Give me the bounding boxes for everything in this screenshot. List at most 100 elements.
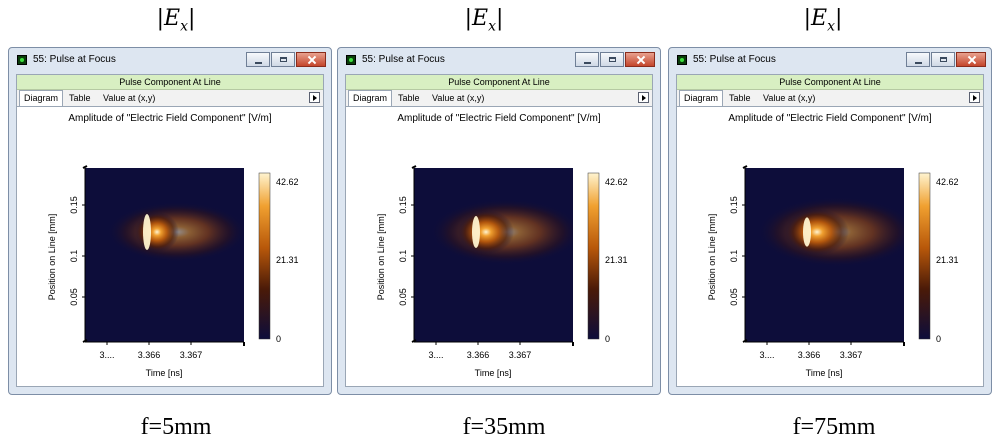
close-button[interactable]: [956, 52, 986, 67]
x-tick-label: 3.366: [467, 350, 490, 360]
window-titlebar[interactable]: 55: Pulse at Focus: [669, 48, 991, 72]
minimize-button[interactable]: [906, 52, 930, 67]
caption-1: f=5mm: [140, 414, 212, 440]
x-axis-label: Time [ns]: [806, 368, 843, 378]
colorbar-tick-label: 0: [276, 334, 281, 344]
y-tick-label: 0.15: [398, 196, 408, 214]
colorbar-tick-label: 42.62: [605, 177, 628, 187]
plot-title: Amplitude of "Electric Field Component" …: [397, 113, 601, 124]
minimize-button[interactable]: [246, 52, 270, 67]
y-tick-label: 0.05: [398, 288, 408, 306]
field-subscript: x: [180, 18, 188, 35]
tab-scroll-right-icon[interactable]: [969, 92, 980, 103]
window-titlebar[interactable]: 55: Pulse at Focus: [338, 48, 660, 72]
subheading: Pulse Component At Line: [677, 75, 983, 90]
y-tick-label: 0.1: [398, 250, 408, 263]
app-window: 55: Pulse at Focus Pulse Component At Lin…: [8, 47, 332, 395]
y-axis-label: Position on Line [mm]: [47, 214, 57, 301]
column-title-2: |Ex|: [394, 6, 574, 34]
tab-value-at-xy[interactable]: Value at (x,y): [432, 93, 485, 103]
colorbar-tick-label: 21.31: [605, 255, 628, 265]
y-tick-label: 0.15: [69, 196, 79, 214]
window-controls: [906, 52, 986, 68]
colorbar-tick-label: 42.62: [936, 177, 959, 187]
colorbar: [918, 172, 931, 340]
x-axis-label: Time [ns]: [146, 368, 183, 378]
x-tick-label: 3.367: [840, 350, 863, 360]
tab-scroll-right-icon[interactable]: [309, 92, 320, 103]
pulse-front: [803, 217, 811, 247]
y-axis-top-marker: [411, 165, 417, 169]
tab-table[interactable]: Table: [398, 93, 420, 103]
colorbar-tick-label: 0: [936, 334, 941, 344]
abs-bar-left: |: [803, 6, 812, 31]
y-axis-label: Position on Line [mm]: [376, 214, 386, 301]
y-axis-bottom-marker: [742, 339, 748, 343]
tab-value-at-xy[interactable]: Value at (x,y): [763, 93, 816, 103]
y-axis-bottom-marker: [411, 339, 417, 343]
colorbar-tick-label: 21.31: [936, 255, 959, 265]
colorbar-tick-label: 21.31: [276, 255, 299, 265]
x-tick-label: 3....: [759, 350, 774, 360]
tab-diagram[interactable]: Diagram: [348, 90, 393, 106]
subheading: Pulse Component At Line: [17, 75, 323, 90]
abs-bar-right: |: [187, 6, 196, 31]
y-tick-label: 0.15: [729, 196, 739, 214]
y-axis-top-marker: [742, 165, 748, 169]
window-client-area: Pulse Component At Line Diagram Table Value…: [16, 74, 324, 387]
colorbar: [258, 172, 271, 340]
app-icon: [346, 55, 356, 65]
maximize-button[interactable]: [271, 52, 295, 67]
window-controls: [575, 52, 655, 68]
y-tick-label: 0.1: [69, 250, 79, 263]
field-amplitude-plot: 0.15 0.1 0.05 Position on Line [mm] 3.... 3.3…: [707, 165, 959, 378]
tab-table[interactable]: Table: [729, 93, 751, 103]
maximize-button[interactable]: [931, 52, 955, 67]
abs-bar-left: |: [156, 6, 165, 31]
colorbar-tick-label: 0: [605, 334, 610, 344]
close-button[interactable]: [296, 52, 326, 67]
plot-title: Amplitude of "Electric Field Component" …: [728, 113, 932, 124]
maximize-button[interactable]: [600, 52, 624, 67]
column-title-1: |Ex|: [86, 6, 266, 34]
app-window: 55: Pulse at Focus Pulse Component At Lin…: [337, 47, 661, 395]
caption-2: f=35mm: [462, 414, 546, 440]
x-tick-label: 3....: [99, 350, 114, 360]
y-tick-label: 0.1: [729, 250, 739, 263]
colorbar-tick-label: 42.62: [276, 177, 299, 187]
field-amplitude-plot: 0.15 0.1 0.05 Position on Line [mm] 3.... 3.3…: [47, 165, 299, 378]
close-button[interactable]: [625, 52, 655, 67]
pulse-body: [135, 212, 179, 252]
tab-bar: Diagram Table Value at (x,y): [346, 90, 652, 107]
tab-diagram[interactable]: Diagram: [679, 90, 724, 106]
tab-table[interactable]: Table: [69, 93, 91, 103]
x-tick-label: 3....: [428, 350, 443, 360]
tab-bar: Diagram Table Value at (x,y): [17, 90, 323, 107]
tab-value-at-xy[interactable]: Value at (x,y): [103, 93, 156, 103]
tab-bar: Diagram Table Value at (x,y): [677, 90, 983, 107]
plot-title: Amplitude of "Electric Field Component" …: [68, 113, 272, 124]
caption-3: f=75mm: [792, 414, 876, 440]
field-symbol: E: [811, 6, 828, 31]
window-title: 55: Pulse at Focus: [693, 54, 776, 65]
y-axis-label: Position on Line [mm]: [707, 214, 717, 301]
window-titlebar[interactable]: 55: Pulse at Focus: [9, 48, 331, 72]
field-symbol: E: [164, 6, 181, 31]
x-tick-label: 3.366: [798, 350, 821, 360]
pulse-body: [458, 210, 514, 254]
tab-scroll-right-icon[interactable]: [638, 92, 649, 103]
column-title-3: |Ex|: [733, 6, 913, 34]
field-subscript: x: [827, 18, 835, 35]
pulse-front: [143, 214, 151, 250]
minimize-button[interactable]: [575, 52, 599, 67]
pulse-front: [472, 216, 480, 248]
tab-diagram[interactable]: Diagram: [19, 90, 64, 106]
app-icon: [17, 55, 27, 65]
abs-bar-right: |: [834, 6, 843, 31]
x-tick-label: 3.367: [180, 350, 203, 360]
subheading: Pulse Component At Line: [346, 75, 652, 90]
y-tick-label: 0.05: [69, 288, 79, 306]
x-tick-label: 3.366: [138, 350, 161, 360]
field-subscript: x: [488, 18, 496, 35]
app-icon: [677, 55, 687, 65]
